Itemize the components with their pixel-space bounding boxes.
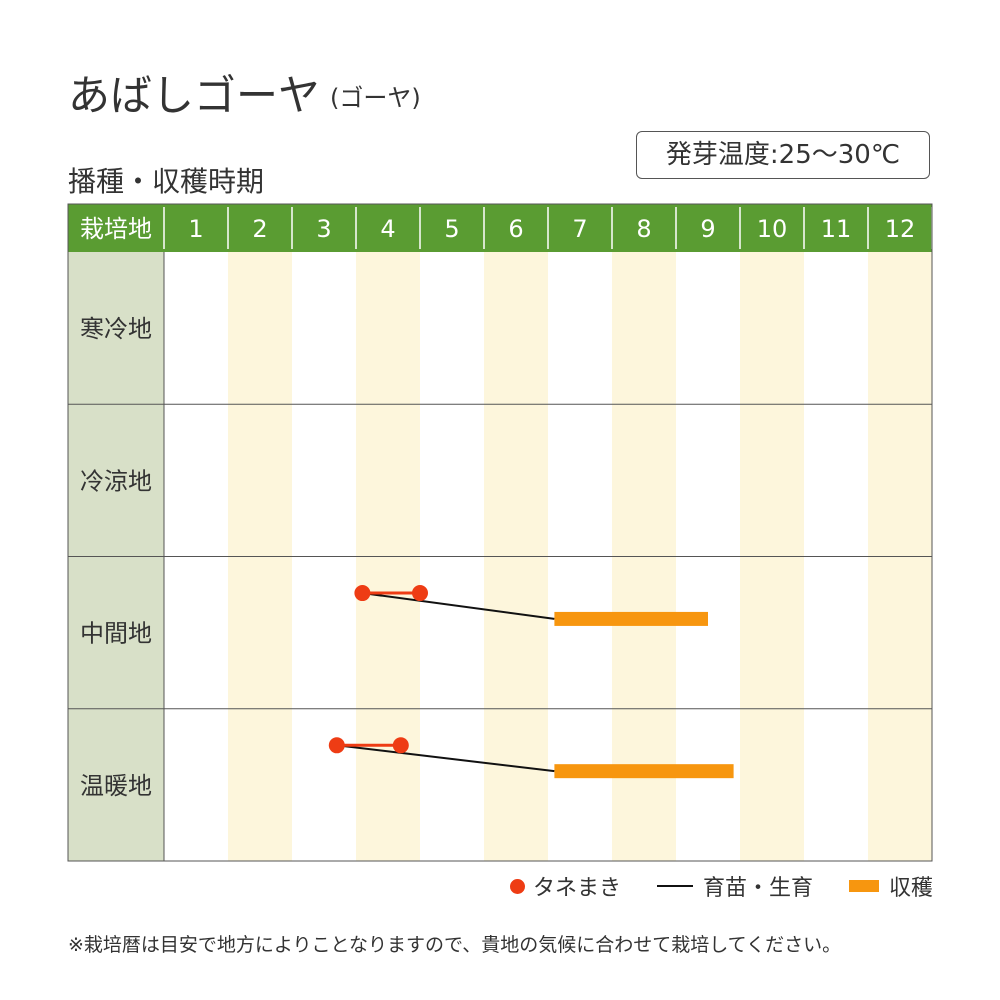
month-tick-label: 6: [508, 215, 523, 243]
section-title: 播種・収穫時期: [68, 165, 265, 198]
month-tick-label: 10: [757, 215, 788, 243]
growing-line: [336, 744, 555, 773]
legend: タネまき 育苗・生育 収穫: [510, 870, 933, 902]
footnote: ※栽培暦は目安で地方によりことなりますので、貴地の気候に合わせて栽培してください…: [68, 934, 842, 956]
germination-temperature-box: 発芽温度:25〜30℃: [636, 131, 930, 179]
month-tick-label: 4: [380, 215, 395, 243]
sowing-end-dot: [412, 585, 428, 602]
header-region-label: 栽培地: [80, 215, 152, 243]
region-label: 中間地: [80, 620, 152, 648]
month-tick-label: 2: [252, 215, 267, 243]
table-border: [67, 203, 933, 862]
month-tick-label: 11: [821, 215, 852, 243]
harvest-bar: [554, 611, 708, 626]
sowing-start-dot: [354, 585, 371, 602]
subtitle-text: (ゴーヤ): [330, 84, 421, 112]
legend-harvest-label: 収穫: [889, 876, 934, 901]
month-tick-label: 9: [700, 215, 715, 243]
growing-line-icon: [657, 885, 694, 887]
legend-item-harvest: 収穫: [849, 870, 933, 902]
legend-sowing-label: タネまき: [533, 876, 622, 901]
page-title: あばしゴーヤ (ゴーヤ): [68, 62, 421, 123]
legend-item-sowing: タネまき: [510, 870, 621, 902]
harvest-bar-icon: [849, 880, 880, 892]
sowing-end-dot: [392, 737, 409, 754]
harvest-bar: [554, 764, 734, 779]
month-tick-label: 1: [188, 215, 203, 243]
legend-growing-label: 育苗・生育: [703, 876, 814, 901]
month-tick-label: 8: [636, 215, 651, 243]
month-tick-label: 5: [444, 215, 459, 243]
sowing-start-dot: [328, 737, 345, 754]
growing-line: [362, 592, 555, 620]
region-label: 寒冷地: [80, 315, 152, 343]
sowing-dot-icon: [510, 878, 525, 894]
month-tick-label: 3: [316, 215, 331, 243]
region-label: 温暖地: [80, 772, 152, 800]
month-tick-label: 7: [572, 215, 587, 243]
title-text: あばしゴーヤ: [68, 71, 321, 120]
legend-item-growing: 育苗・生育: [657, 870, 813, 902]
region-label: 冷涼地: [80, 467, 152, 495]
month-tick-label: 12: [885, 215, 916, 243]
header-band: [68, 204, 932, 252]
